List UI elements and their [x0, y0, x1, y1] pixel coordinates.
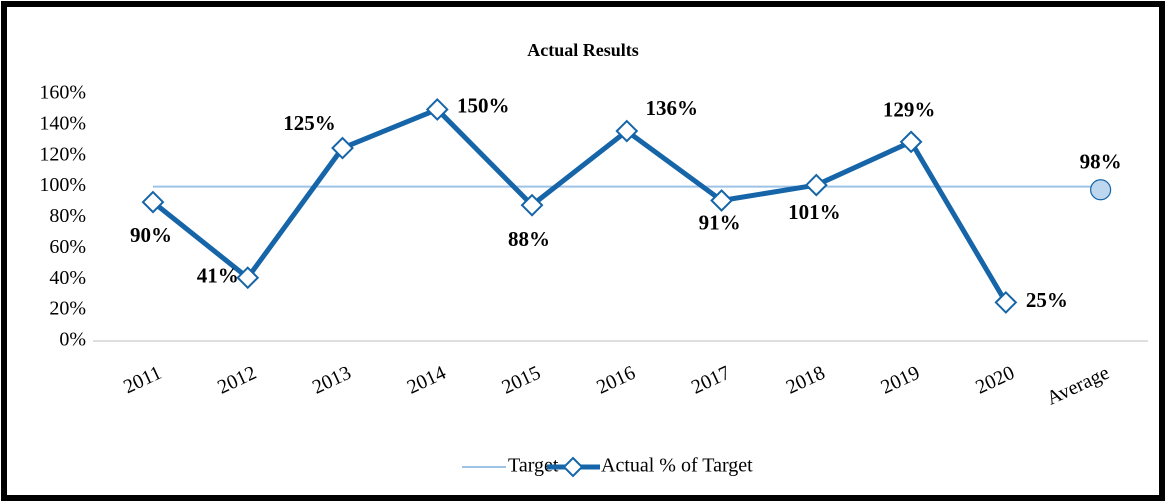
data-label: 101% [788, 200, 841, 224]
marker [710, 189, 733, 212]
legend-swatch [562, 456, 584, 478]
marker [425, 98, 449, 121]
average-marker [1090, 179, 1112, 201]
legend-label: Target [508, 455, 559, 477]
y-tick-label: 20% [49, 298, 86, 320]
data-label: 90% [130, 223, 172, 247]
y-tick-label: 80% [49, 205, 86, 227]
marker [236, 266, 260, 290]
marker [520, 193, 544, 217]
y-tick-label: 140% [39, 112, 86, 134]
data-label: 98% [1080, 150, 1122, 174]
y-tick-label: 60% [49, 236, 86, 258]
marker [899, 130, 923, 154]
data-label: 91% [699, 210, 741, 234]
y-tick-label: 160% [39, 82, 86, 104]
marker [804, 173, 828, 197]
chart-title: Actual Results [527, 40, 639, 60]
marker [615, 119, 639, 143]
series-line [151, 106, 1009, 304]
marker [994, 290, 1018, 314]
data-label: 25% [1026, 288, 1068, 312]
data-label: 88% [508, 227, 550, 251]
data-label: 129% [883, 98, 936, 122]
y-tick-label: 40% [49, 267, 86, 289]
y-tick-label: 100% [39, 174, 86, 196]
y-tick-label: 0% [59, 329, 86, 351]
data-label: 41% [197, 264, 239, 288]
legend-label: Actual % of Target [601, 455, 753, 477]
marker [141, 190, 165, 214]
data-label: 125% [283, 111, 336, 135]
data-label: 150% [457, 93, 510, 117]
y-tick-label: 120% [39, 143, 86, 165]
marker [331, 136, 354, 160]
data-label: 136% [646, 96, 699, 120]
